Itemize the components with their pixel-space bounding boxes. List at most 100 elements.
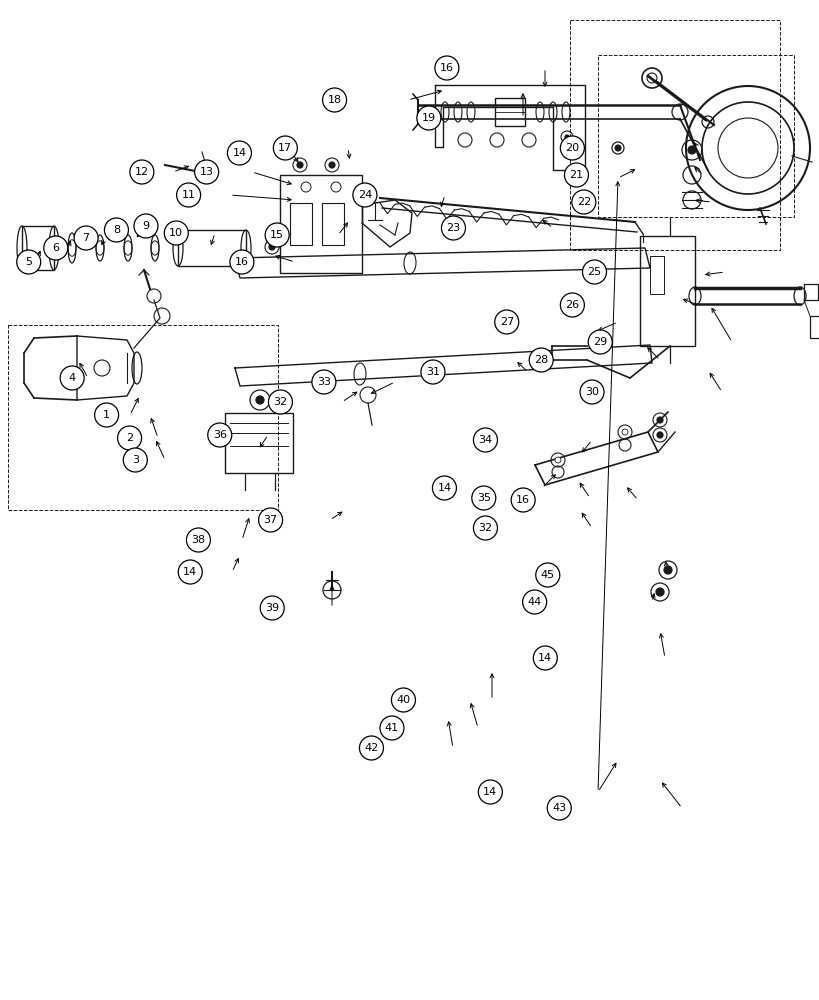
Text: 34: 34	[477, 435, 492, 445]
Circle shape	[229, 250, 254, 274]
Circle shape	[656, 417, 663, 423]
Text: 28: 28	[533, 355, 548, 365]
Circle shape	[564, 135, 568, 139]
Circle shape	[391, 688, 415, 712]
Circle shape	[74, 226, 98, 250]
Text: 13: 13	[199, 167, 214, 177]
Circle shape	[328, 162, 335, 168]
Text: 10: 10	[169, 228, 183, 238]
Text: 44: 44	[527, 597, 541, 607]
Circle shape	[164, 221, 188, 245]
Circle shape	[176, 183, 201, 207]
Text: 36: 36	[212, 430, 227, 440]
Text: 27: 27	[499, 317, 514, 327]
Circle shape	[269, 244, 274, 250]
Circle shape	[581, 260, 606, 284]
Circle shape	[473, 516, 497, 540]
Circle shape	[416, 106, 441, 130]
Text: 24: 24	[357, 190, 372, 200]
Text: 32: 32	[477, 523, 492, 533]
Bar	[224, 413, 292, 473]
Circle shape	[687, 146, 695, 154]
Circle shape	[494, 310, 518, 334]
Circle shape	[655, 588, 663, 596]
Text: 33: 33	[316, 377, 331, 387]
Circle shape	[563, 163, 588, 187]
Text: 14: 14	[537, 653, 552, 663]
Text: 45: 45	[540, 570, 554, 580]
Circle shape	[322, 88, 346, 112]
Circle shape	[379, 716, 404, 740]
Text: 40: 40	[396, 695, 410, 705]
Text: 39: 39	[265, 603, 279, 613]
Text: 15: 15	[269, 230, 284, 240]
Text: 16: 16	[515, 495, 530, 505]
Circle shape	[194, 160, 219, 184]
Circle shape	[117, 426, 142, 450]
Text: 22: 22	[576, 197, 590, 207]
Bar	[649, 256, 663, 294]
Circle shape	[622, 429, 627, 435]
Circle shape	[441, 216, 465, 240]
Text: 29: 29	[592, 337, 607, 347]
Text: 43: 43	[551, 803, 566, 813]
Circle shape	[510, 488, 535, 512]
Circle shape	[614, 145, 620, 151]
Text: 21: 21	[568, 170, 583, 180]
Circle shape	[311, 370, 336, 394]
Circle shape	[133, 214, 158, 238]
Text: 32: 32	[273, 397, 287, 407]
Circle shape	[16, 250, 41, 274]
Text: 17: 17	[278, 143, 292, 153]
Circle shape	[522, 590, 546, 614]
Circle shape	[258, 508, 283, 532]
Text: 16: 16	[234, 257, 249, 267]
Text: 19: 19	[421, 113, 436, 123]
Circle shape	[663, 566, 672, 574]
Text: 14: 14	[232, 148, 247, 158]
Bar	[569, 20, 779, 250]
Text: 14: 14	[437, 483, 451, 493]
Circle shape	[546, 796, 571, 820]
Circle shape	[559, 136, 584, 160]
Text: 14: 14	[482, 787, 497, 797]
Bar	[597, 55, 793, 217]
Bar	[178, 230, 246, 266]
Text: 23: 23	[446, 223, 460, 233]
Text: 35: 35	[476, 493, 491, 503]
Circle shape	[178, 560, 202, 584]
Circle shape	[656, 432, 663, 438]
Bar	[279, 175, 361, 273]
Text: 2: 2	[126, 433, 133, 443]
Circle shape	[94, 403, 119, 427]
Text: 1: 1	[103, 410, 110, 420]
Text: 38: 38	[191, 535, 206, 545]
Circle shape	[579, 380, 604, 404]
Circle shape	[528, 348, 553, 372]
Bar	[639, 236, 695, 346]
Circle shape	[471, 486, 495, 510]
Circle shape	[296, 162, 303, 168]
Text: 30: 30	[584, 387, 599, 397]
Circle shape	[532, 646, 557, 670]
Text: 11: 11	[181, 190, 196, 200]
Bar	[803, 284, 817, 300]
Circle shape	[432, 476, 456, 500]
Text: 7: 7	[83, 233, 89, 243]
Bar	[8, 325, 278, 510]
Text: 12: 12	[134, 167, 149, 177]
Circle shape	[104, 218, 129, 242]
Circle shape	[265, 223, 289, 247]
Text: 3: 3	[132, 455, 138, 465]
Circle shape	[123, 448, 147, 472]
Text: 9: 9	[143, 221, 149, 231]
Text: 20: 20	[564, 143, 579, 153]
Text: 18: 18	[327, 95, 342, 105]
Circle shape	[273, 136, 297, 160]
Text: 8: 8	[113, 225, 120, 235]
Circle shape	[260, 596, 284, 620]
Text: 26: 26	[564, 300, 579, 310]
Text: 41: 41	[384, 723, 399, 733]
Text: 14: 14	[183, 567, 197, 577]
Text: 42: 42	[364, 743, 378, 753]
